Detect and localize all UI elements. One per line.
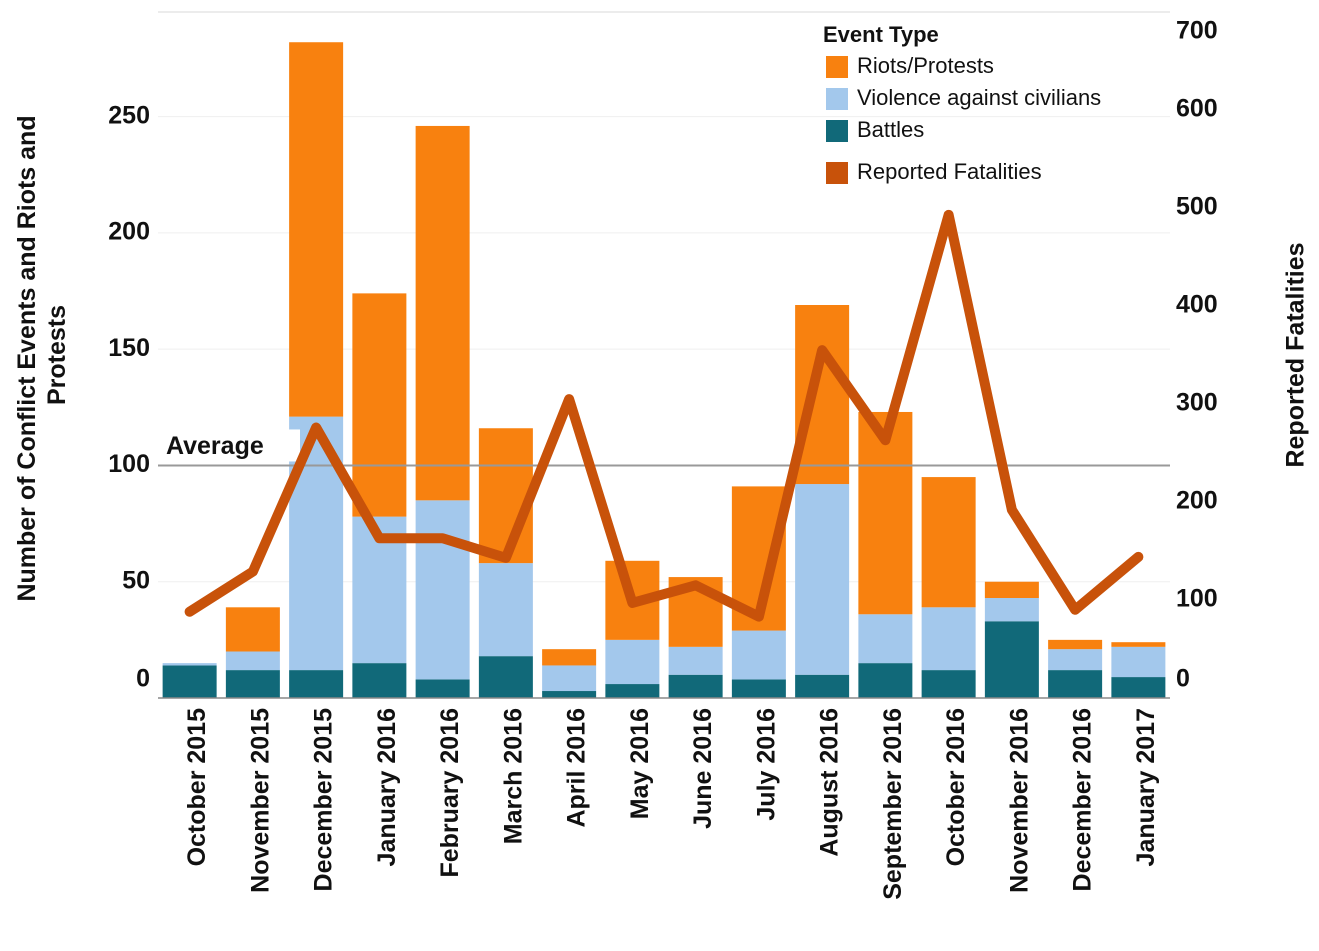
y2-tick-label: 500 [1176,193,1218,221]
bar-segment [795,484,850,675]
bar-segment [668,674,723,698]
bar-segment [1111,677,1166,698]
x-tick-label: November 2015 [246,708,274,893]
x-tick-label: April 2016 [563,708,591,828]
average-label: Average [166,432,264,460]
bar-segment [795,674,850,698]
bar-segment [289,42,344,417]
y-tick-label: 150 [108,334,150,362]
x-tick-label: February 2016 [436,708,464,878]
legend-swatch [826,88,848,110]
x-tick-label: October 2015 [183,708,211,867]
y-axis-label: Number of Conflict Events and Riots and … [13,108,71,601]
y2-tick-label: 100 [1176,585,1218,613]
y-tick-label: 0 [136,665,150,693]
y2-tick-label: 300 [1176,389,1218,417]
bar-segment [1048,670,1103,698]
legend-title: Event Type [823,22,939,47]
x-tick-label: December 2015 [310,708,338,892]
bar-segment [1048,639,1103,650]
bar-segment [731,630,786,680]
x-tick-label: January 2017 [1132,708,1160,866]
bar-segment [542,691,597,698]
legend-label: Violence against civilians [857,85,1101,110]
y-axis-label-line: Protests [43,305,71,405]
bar-segment [668,646,723,675]
bar-segment [162,665,217,698]
x-tick-label: December 2016 [1069,708,1097,891]
bar-segment [352,293,407,517]
average-label-bg [162,429,300,462]
y-tick-label: 100 [108,450,150,478]
bar-segment [605,639,660,685]
legend-swatch [826,120,848,142]
bar-segment [542,665,597,692]
legend-label: Battles [857,117,924,142]
y2-tick-label: 0 [1176,665,1190,693]
y-tick-label: 200 [108,218,150,246]
legend-label: Riots/Protests [857,53,994,78]
fatalities-line [184,209,1144,622]
bar-segment [795,305,850,485]
bar-segment [415,679,470,698]
bar-segment [984,581,1039,599]
bar-segment [731,679,786,698]
x-tick-label: June 2016 [689,708,717,829]
bar-segment [415,500,470,680]
x-tick-label: January 2016 [373,708,401,866]
bar-segment [289,670,344,698]
y-axis-label-line: Number of Conflict Events and Riots and [13,115,41,601]
x-tick-label: July 2016 [752,708,780,821]
bar-segment [921,670,976,698]
legend-label: Reported Fatalities [857,159,1042,184]
bar-segment [605,684,660,698]
bar-segment [921,477,976,608]
y2-tick-label: 200 [1176,487,1218,515]
bar-segment [225,651,280,671]
y2-tick-label: 400 [1176,291,1218,319]
bar-segment [352,663,407,698]
bar-segment [478,656,533,698]
bar-segment [225,670,280,698]
bar-segment [542,649,597,666]
y-tick-label: 250 [108,101,150,129]
bar-segment [478,428,533,564]
x-tick-label: September 2016 [879,708,907,900]
bar-segment [858,663,913,698]
bar-segment [162,663,217,666]
bar-segment [984,621,1039,698]
bar-segment [1111,646,1166,678]
x-tick-label: November 2016 [1005,708,1033,893]
legend-swatch [826,162,848,184]
bar-segment [478,563,533,657]
bar-segment [921,607,976,671]
bar-segment [225,607,280,652]
bar-segment [858,411,913,615]
x-tick-label: August 2016 [816,708,844,857]
bar-segment [1048,649,1103,671]
bar-segment [415,125,470,501]
y2-tick-label: 700 [1176,17,1218,45]
x-tick-label: May 2016 [626,708,654,819]
x-tick-label: October 2016 [942,708,970,866]
y2-axis-label: Reported Fatalities [1282,242,1310,467]
y2-tick-label: 600 [1176,95,1218,123]
bar-segment [858,614,913,664]
bar-segment [1111,642,1166,647]
y-tick-label: 50 [122,566,150,594]
bar-segment [984,598,1039,622]
legend-swatch [826,56,848,78]
x-tick-label: March 2016 [499,708,527,844]
